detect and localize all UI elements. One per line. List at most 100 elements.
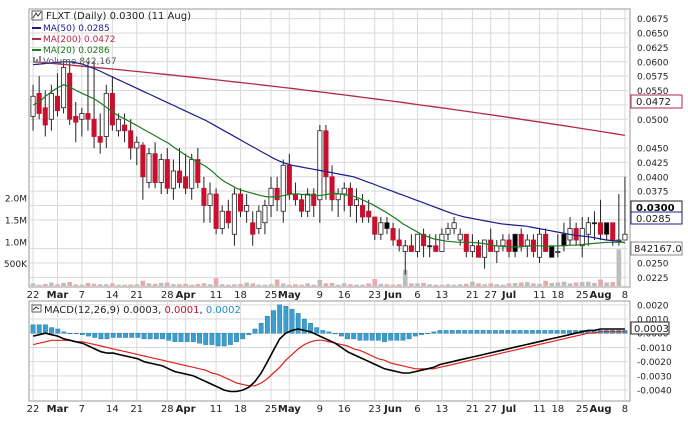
x-tick-label: Mar	[47, 404, 69, 415]
candle-body	[366, 210, 372, 218]
volume-bar	[470, 281, 475, 286]
macd-histogram-bar	[190, 333, 196, 342]
macd-histogram-bar	[295, 313, 301, 334]
volume-bar	[354, 284, 359, 286]
macd-histogram-bar	[326, 331, 332, 334]
macd-histogram-bar	[227, 333, 233, 345]
macd-badge-value: 0.0003	[634, 324, 669, 335]
x-tick-label: 23	[368, 404, 381, 415]
candle-body	[329, 176, 335, 201]
volume-bar	[91, 283, 97, 286]
volume-bar	[482, 284, 487, 286]
price-tick-label: 0.0250	[637, 260, 669, 270]
x-tick-label: Jun	[383, 404, 402, 415]
volume-bar	[512, 282, 518, 286]
macd-histogram-bar	[406, 333, 412, 340]
macd-histogram-bar	[215, 333, 221, 347]
candle-body	[36, 92, 42, 114]
macd-histogram-bar	[437, 330, 443, 334]
volume-bar	[549, 282, 555, 286]
volume-bar	[97, 284, 103, 286]
volume-bar	[164, 282, 170, 286]
price-tick-label: 0.0450	[637, 145, 669, 155]
volume-bar	[457, 284, 463, 286]
ma200-badge	[630, 94, 683, 109]
candle-body	[335, 193, 341, 201]
macd-signal-line	[32, 331, 625, 387]
macd-histogram-bar	[166, 333, 172, 341]
macd-histogram-bar	[443, 330, 449, 334]
macd-histogram-bar	[30, 324, 36, 334]
volume-bar	[30, 283, 36, 286]
macd-histogram-bar	[345, 333, 350, 340]
macd-histogram-bar	[480, 330, 486, 334]
macd-histogram-bar	[388, 333, 394, 341]
macd-histogram-bar	[369, 333, 375, 341]
candle-body	[469, 245, 475, 252]
volume-bar	[348, 284, 353, 286]
volume-bar	[238, 283, 243, 286]
volume-bar	[396, 284, 402, 286]
volume-bar	[445, 284, 451, 286]
candle-body	[67, 72, 73, 120]
candle-body	[286, 164, 292, 195]
volume-bar	[372, 279, 378, 286]
macd-tick-label: 0.0000	[637, 330, 669, 340]
price-tick-label: 0.0425	[637, 159, 669, 169]
volume-bar	[616, 249, 622, 286]
macd-histogram-bar	[425, 333, 431, 335]
ma200-line	[33, 61, 626, 137]
x-tick-label: Jul	[501, 404, 516, 415]
macd-value: 0.0003	[123, 305, 158, 316]
macd-histogram-bar	[523, 330, 529, 334]
price-candles	[30, 61, 628, 275]
macd-histogram-bar	[61, 331, 67, 334]
macd-histogram-bar	[264, 316, 270, 334]
price-tick-label: 0.0225	[637, 274, 669, 284]
volume-bar	[415, 283, 420, 286]
x-tick-label: 14	[106, 404, 119, 415]
x-tick-label: 7	[79, 290, 85, 301]
macd-tick-label: -0.0010	[637, 344, 672, 354]
candle-body	[213, 193, 219, 229]
macd-histogram-bar	[431, 331, 437, 334]
x-tick-label: 13	[436, 404, 449, 415]
candle-body	[591, 222, 597, 225]
volume-bar	[85, 282, 91, 286]
x-tick-label: 6	[414, 404, 420, 415]
candle-body	[585, 222, 591, 235]
macd-histogram-bar	[221, 333, 227, 347]
volume-bar	[586, 281, 591, 286]
macd-histogram-bar	[252, 328, 258, 334]
macd-histogram-bar	[474, 330, 480, 334]
macd-histogram-bar	[505, 330, 511, 334]
price-tick-label: 0.0675	[637, 15, 669, 25]
x-tick-label: 21	[466, 404, 479, 415]
candle-body	[341, 187, 347, 195]
volume-bar	[189, 284, 195, 286]
volume-bar	[537, 283, 542, 286]
candle-body	[274, 187, 280, 201]
macd-histogram-bar	[73, 333, 79, 335]
x-tick-label: 18	[234, 290, 247, 301]
volume-bar	[384, 284, 390, 286]
macd-histogram-bar	[499, 330, 505, 334]
candle-body	[164, 159, 170, 189]
volume-bar	[604, 282, 609, 286]
volume-bar	[561, 281, 567, 286]
candle-body	[439, 233, 445, 252]
candle-body	[396, 239, 402, 247]
macd-histogram-bar	[49, 327, 54, 334]
volume-bar	[244, 282, 249, 286]
volume-bar	[592, 282, 597, 286]
ma-badge	[630, 211, 683, 225]
volume-tick-label: 1.5M	[5, 217, 27, 227]
price-tick-label: 0.0400	[637, 173, 669, 183]
price-tick-label: 0.0650	[637, 30, 669, 40]
macd-histogram-bar	[43, 324, 48, 334]
x-tick-label: 18	[551, 404, 564, 415]
macd-histogram-bar	[338, 333, 344, 337]
candle-body	[353, 199, 359, 206]
price-tick-label: 0.0625	[637, 44, 669, 54]
